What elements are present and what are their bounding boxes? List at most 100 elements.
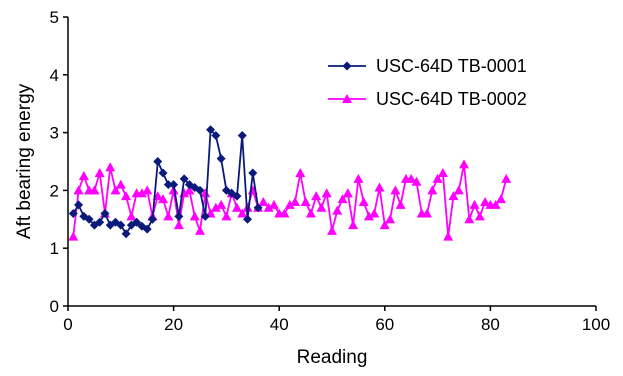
data-point [443,231,454,241]
legend-label: USC-64D TB-0002 [376,89,527,109]
data-point [221,211,232,221]
data-point [200,188,211,198]
data-point [284,199,295,209]
data-point [427,185,438,195]
data-point [253,203,263,213]
data-point [121,191,132,201]
data-point [115,179,126,189]
data-point [121,229,131,239]
legend-swatch-marker [342,94,352,103]
data-point [327,225,337,235]
data-point [495,194,506,204]
data-point [216,199,227,209]
data-point [469,199,480,209]
data-point [84,214,94,224]
data-point [300,196,311,206]
data-point [94,168,105,178]
data-point [142,224,152,234]
data-point [158,194,169,204]
data-point [206,125,216,135]
data-point [237,208,248,218]
data-point [448,191,459,201]
legend-item: USC-64D TB-0002 [328,89,527,109]
data-point [231,202,242,212]
data-point [189,211,200,221]
data-point [490,199,501,209]
data-point [173,220,184,230]
data-point [501,173,512,183]
data-point [437,168,448,178]
y-axis-ticks: 0 1 2 3 4 5 [50,8,68,316]
data-point [258,196,269,206]
x-tick-label: 20 [164,315,183,334]
data-point [369,208,380,218]
data-point [195,225,205,235]
data-point [379,220,390,230]
data-point [179,174,189,184]
data-point [305,208,316,218]
data-point [406,173,417,183]
data-point [374,182,385,192]
data-point [200,211,210,221]
data-point [316,202,327,212]
data-point [358,196,369,206]
y-tick-label: 2 [50,181,59,200]
data-point [342,188,353,198]
data-point [100,209,110,219]
data-point [216,154,226,164]
data-point [68,231,79,241]
data-point [210,202,221,212]
data-point [195,185,205,195]
data-point [248,168,258,178]
series-layer [68,125,512,241]
data-point [105,162,116,172]
data-point [348,220,359,230]
data-point [295,168,306,178]
series-1 [68,125,263,239]
x-tick-label: 40 [270,315,289,334]
data-point [432,173,443,183]
legend: USC-64D TB-0001 USC-64D TB-0002 [328,56,527,109]
data-point [68,209,78,219]
data-point [78,170,89,180]
x-tick-label: 80 [481,315,500,334]
data-point [390,185,401,195]
y-axis-label: Aft bearing energy [14,83,35,239]
data-point [184,185,195,195]
x-tick-label: 100 [582,315,610,334]
data-point [332,205,343,215]
data-point [395,199,406,209]
data-point [116,220,126,230]
data-point [459,159,469,169]
data-point [132,217,142,227]
y-tick-label: 0 [50,297,59,316]
y-tick-label: 3 [50,124,59,143]
data-point [243,214,253,224]
data-point [95,217,105,227]
data-point [290,196,301,206]
series-2 [68,159,512,241]
data-point [163,211,174,221]
data-point [279,208,290,218]
x-tick-label: 0 [63,315,72,334]
data-point [464,214,475,224]
legend-label: USC-64D TB-0001 [376,56,527,76]
data-point [321,188,332,198]
y-tick-label: 1 [50,239,59,258]
data-point [363,211,374,221]
data-point [158,168,168,178]
data-point [268,199,279,209]
y-tick-label: 5 [50,8,59,27]
data-point [237,130,247,140]
data-point [453,185,464,195]
y-tick-label: 4 [50,66,59,85]
data-point [263,202,274,212]
data-point [153,157,163,166]
data-point [136,188,147,198]
data-point [411,176,422,186]
data-point [147,214,157,224]
data-point [89,185,100,195]
data-point [480,196,491,206]
legend-item: USC-64D TB-0001 [328,56,527,76]
